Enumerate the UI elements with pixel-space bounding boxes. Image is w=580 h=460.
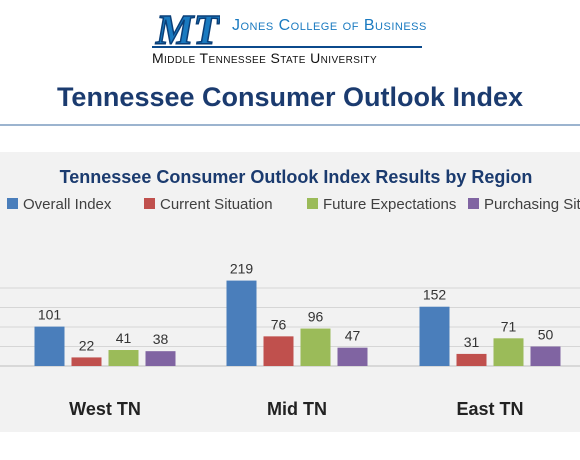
mt-logo: MT xyxy=(154,7,220,50)
title-divider xyxy=(0,124,580,126)
legend-swatch xyxy=(468,198,479,209)
bar xyxy=(419,306,450,366)
page-title: Tennessee Consumer Outlook Index xyxy=(56,82,524,112)
category-label: West TN xyxy=(69,399,141,419)
bar xyxy=(456,353,487,366)
bar-value-label: 22 xyxy=(79,337,95,353)
bar xyxy=(530,346,561,366)
legend-label: Overall Index xyxy=(23,196,112,213)
bar-value-label: 219 xyxy=(230,261,254,277)
bar-value-label: 31 xyxy=(464,334,480,350)
legend-label: Current Situation xyxy=(160,196,273,213)
bar-value-label: 38 xyxy=(153,331,169,347)
legend-label: Future Expectations xyxy=(323,196,456,213)
bar xyxy=(493,338,524,366)
bar xyxy=(300,328,331,366)
bar-value-label: 71 xyxy=(501,318,517,334)
bar xyxy=(108,350,139,366)
mt-logo-text: MT xyxy=(155,8,220,50)
bar xyxy=(263,336,294,366)
legend: Overall Index Current Situation Future Exp… xyxy=(7,196,580,213)
bar-value-label: 50 xyxy=(538,327,554,343)
category-label: East TN xyxy=(456,399,523,419)
college-name: Jones College of Business xyxy=(232,17,427,34)
legend-swatch xyxy=(307,198,318,209)
bar xyxy=(71,357,102,366)
bar-value-label: 101 xyxy=(38,307,62,323)
bars: 101 22 41 38 219 76 96 47 152 31 71 50 xyxy=(34,261,561,366)
logo-divider xyxy=(152,46,422,48)
category-axis: West TN Mid TN East TN xyxy=(69,399,523,419)
bar-chart: 101 22 41 38 219 76 96 47 152 31 71 50 Tennessee Co… xyxy=(0,167,580,419)
bar-value-label: 96 xyxy=(308,309,324,325)
bar-value-label: 76 xyxy=(271,316,287,332)
bar-value-label: 152 xyxy=(423,287,447,303)
bar xyxy=(34,326,65,366)
university-name: Middle Tennessee State University xyxy=(152,50,378,66)
bar-value-label: 47 xyxy=(345,328,361,344)
legend-swatch xyxy=(7,198,18,209)
bar xyxy=(145,351,176,366)
bar xyxy=(337,347,368,366)
category-label: Mid TN xyxy=(267,399,327,419)
chart-panel: 101 22 41 38 219 76 96 47 152 31 71 50 Tennessee Co… xyxy=(0,152,580,432)
header: MT Jones College of Business Middle Tenn… xyxy=(0,0,580,127)
legend-swatch xyxy=(144,198,155,209)
chart-title: Tennessee Consumer Outlook Index Results… xyxy=(60,167,533,187)
legend-label: Purchasing Situation xyxy=(484,196,580,213)
bar-value-label: 41 xyxy=(116,330,132,346)
bar xyxy=(226,280,257,366)
